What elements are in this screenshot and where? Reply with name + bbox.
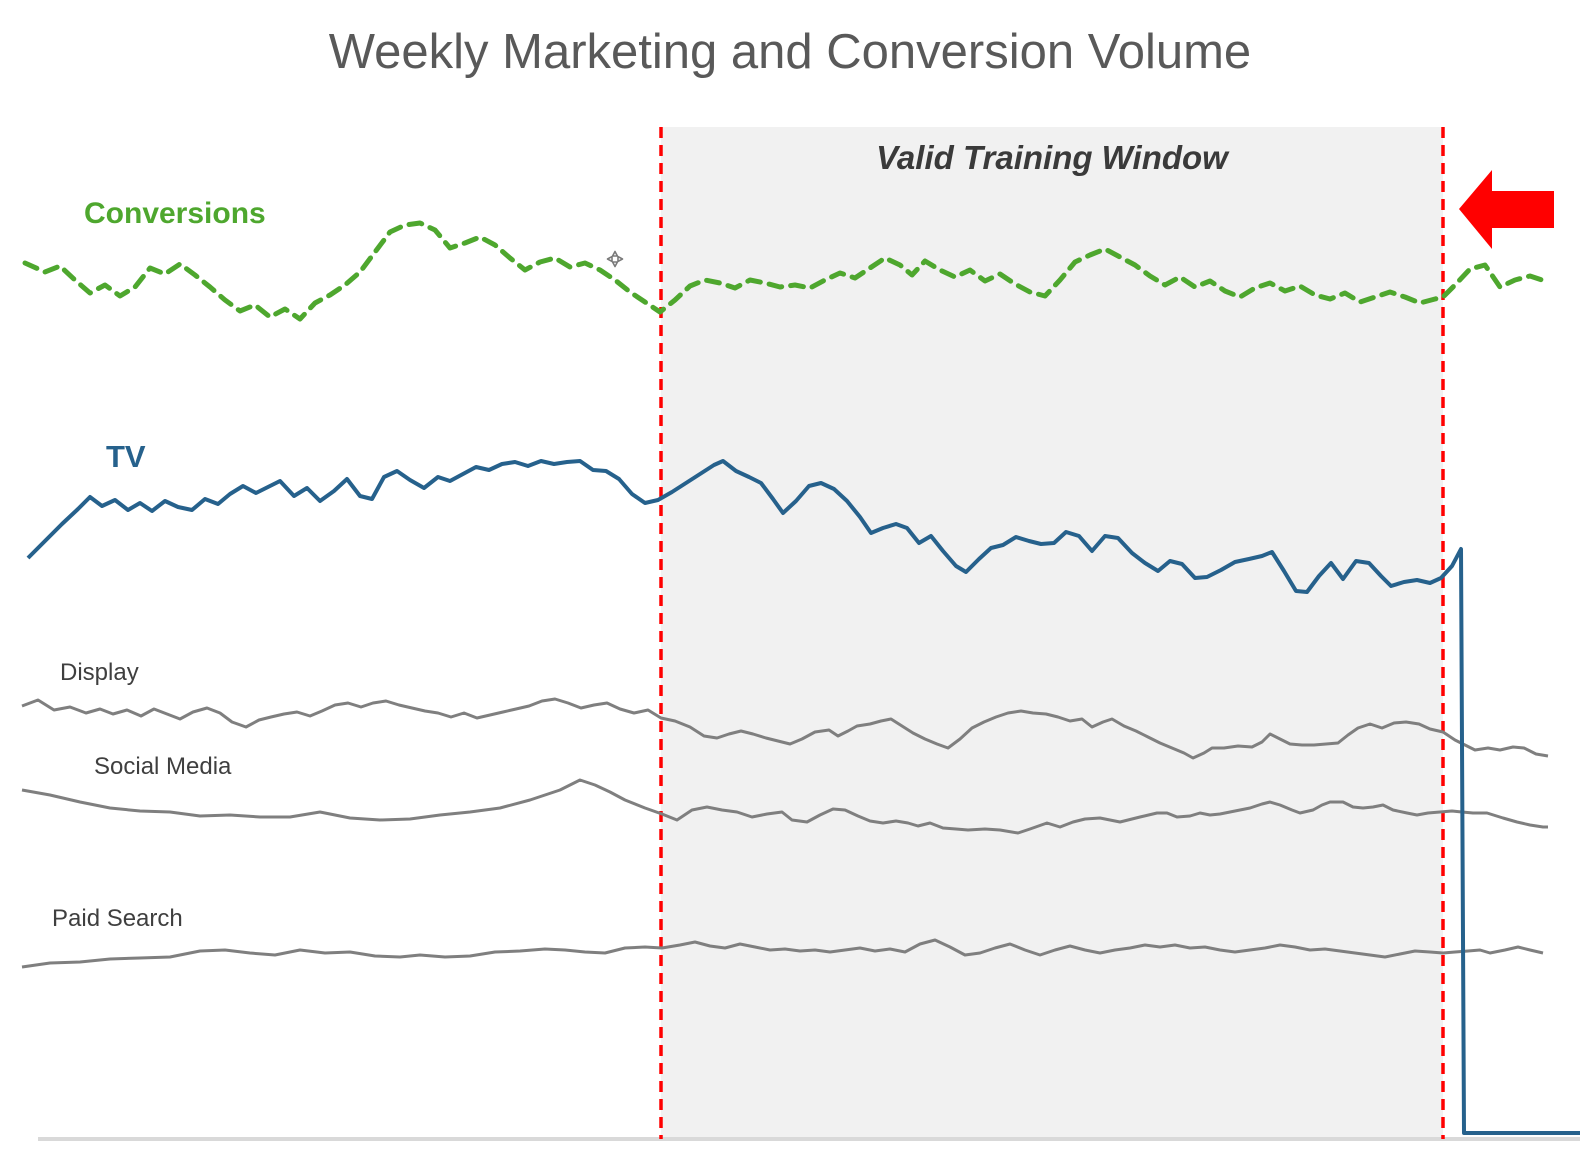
display-line bbox=[21, 697, 1549, 760]
tv-series-label: TV bbox=[106, 439, 146, 474]
page-title: Weekly Marketing and Conversion Volume bbox=[328, 25, 1252, 79]
mouse-cursor-icon bbox=[606, 250, 624, 268]
conversions-line bbox=[22, 220, 1548, 322]
social-media-line bbox=[21, 778, 1548, 835]
red-arrow-left bbox=[1459, 170, 1554, 249]
paid-search-series-label: Paid Search bbox=[52, 905, 183, 932]
conversions-series-label: Conversions bbox=[84, 197, 266, 230]
paid-search-line bbox=[21, 938, 1544, 969]
social-media-series-label: Social Media bbox=[94, 753, 232, 780]
display-series-label: Display bbox=[60, 659, 139, 686]
valid-training-window-label: Valid Training Window bbox=[876, 139, 1228, 176]
training-window-region bbox=[661, 127, 1443, 1139]
tv-line bbox=[26, 459, 1580, 1135]
